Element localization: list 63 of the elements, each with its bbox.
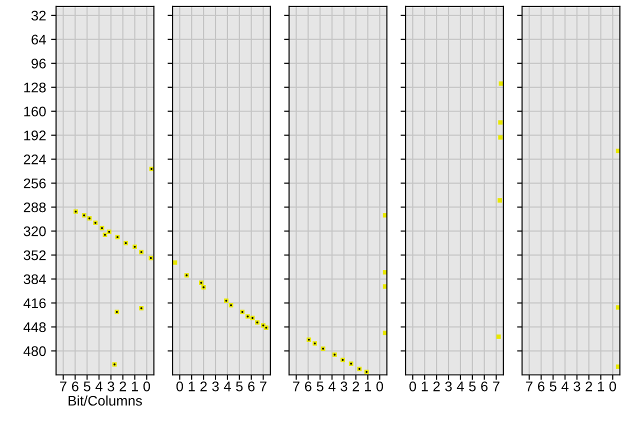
y-tick-label: 352 (24, 250, 46, 260)
y-tick-label: 320 (24, 226, 46, 236)
x-tick-label: 5 (550, 382, 556, 392)
point (382, 213, 387, 218)
x-tick-label: 3 (340, 381, 348, 392)
x-tick-label: 0 (143, 381, 150, 392)
x-tick-label: 1 (132, 382, 138, 392)
x-tick-label: 0 (376, 381, 384, 392)
x-tick-label: 2 (120, 381, 126, 392)
y-tick-label: 288 (24, 202, 46, 212)
y-tick-label: 256 (24, 178, 46, 188)
y-tick-label: 32 (31, 10, 46, 21)
y-tick-label: 96 (32, 58, 46, 68)
x-tick-label: 5 (84, 382, 90, 392)
x-tick-label: 2 (586, 381, 592, 392)
x-tick-label: 1 (188, 382, 195, 392)
x-axis-title: Bit/Columns (68, 395, 142, 406)
x-tick-label: 4 (561, 382, 568, 392)
x-tick-label: 6 (72, 381, 78, 392)
point (498, 135, 503, 140)
y-tick-label: 416 (23, 298, 46, 308)
x-tick-label: 6 (481, 381, 488, 392)
x-tick-label: 0 (176, 381, 184, 392)
x-tick-label: 6 (538, 381, 544, 392)
x-tick-label: 7 (60, 382, 66, 392)
y-tick-label: 384 (24, 274, 46, 284)
y-tick-label: 448 (23, 322, 46, 332)
x-tick-label: 5 (316, 382, 324, 392)
x-tick-label: 7 (526, 382, 532, 392)
x-tick-label: 4 (95, 382, 102, 392)
x-tick-label: 4 (328, 382, 336, 392)
point (496, 334, 501, 339)
x-tick-label: 4 (456, 382, 464, 392)
x-tick-label: 1 (422, 382, 428, 392)
point (382, 270, 387, 274)
x-tick-label: 3 (574, 381, 580, 392)
x-tick-label: 4 (224, 382, 231, 392)
point (498, 120, 503, 125)
x-tick-label: 3 (108, 381, 114, 392)
x-tick-label: 7 (293, 382, 300, 392)
x-tick-label: 1 (598, 382, 604, 392)
x-tick-label: 2 (352, 381, 360, 392)
x-tick-label: 6 (305, 381, 312, 392)
x-tick-label: 0 (609, 381, 616, 392)
x-tick-label: 5 (236, 382, 243, 392)
x-tick-label: 3 (445, 381, 452, 392)
point (382, 330, 387, 336)
y-tick-label: 224 (24, 154, 46, 164)
x-tick-label: 5 (469, 382, 476, 392)
y-tick-label: 128 (24, 82, 46, 92)
x-tick-label: 2 (200, 381, 207, 392)
x-tick-label: 2 (433, 381, 440, 392)
y-tick-label: 64 (32, 34, 46, 45)
x-tick-label: 6 (248, 381, 255, 392)
x-tick-label: 7 (493, 382, 500, 392)
x-tick-label: 0 (409, 381, 416, 392)
point (498, 198, 502, 203)
x-tick-label: 7 (260, 382, 266, 392)
y-tick-label: 480 (23, 346, 46, 356)
x-tick-label: 3 (212, 381, 219, 392)
y-tick-label: 160 (24, 106, 46, 116)
x-tick-label: 1 (364, 382, 371, 392)
y-tick-label: 192 (24, 130, 46, 140)
